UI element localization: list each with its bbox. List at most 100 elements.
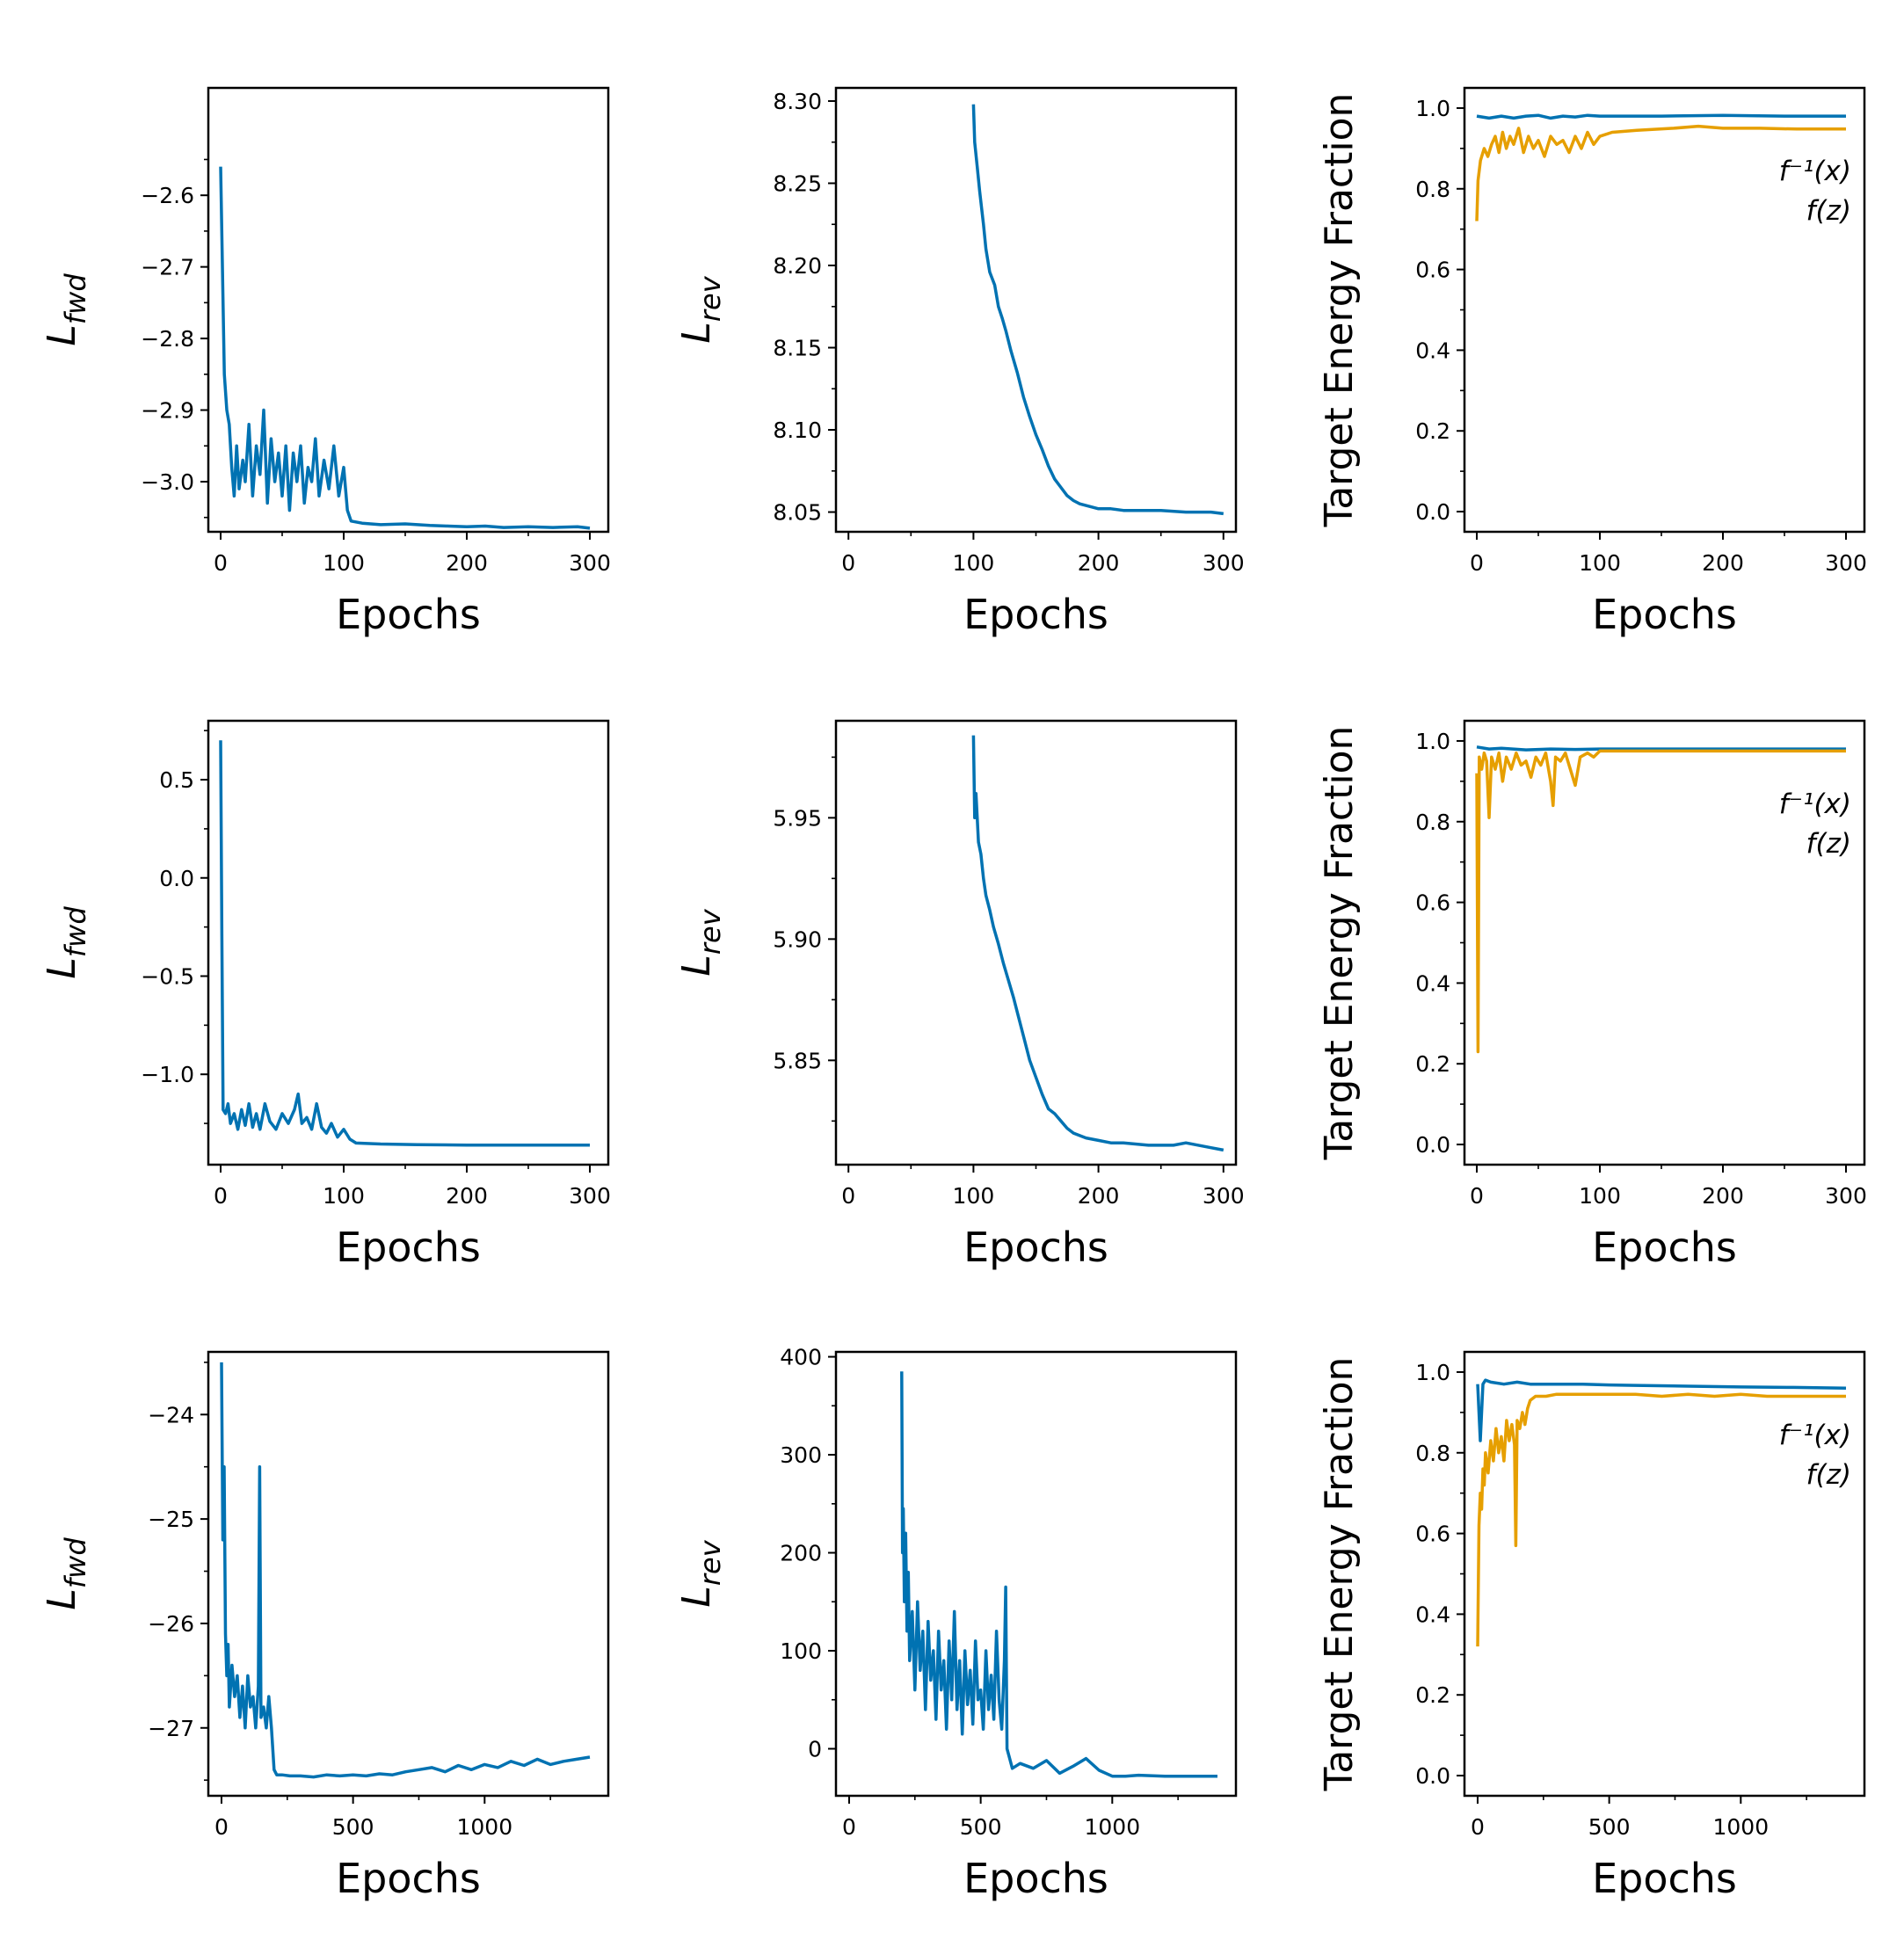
r1c2-xtick-label: 300	[1825, 1183, 1867, 1209]
r1c2-ytick-label: 0.0	[1415, 1132, 1450, 1158]
r1c2-xtick-label: 200	[1702, 1183, 1744, 1209]
r2c0-xtick-label: 500	[332, 1814, 374, 1840]
r2c1-ytick-label: 0	[808, 1736, 822, 1762]
r0c0-xlabel: Epochs	[336, 591, 481, 638]
r1c0-xtick-label: 0	[214, 1183, 228, 1209]
r1c1-ytick-label: 5.85	[773, 1048, 822, 1073]
r2c2-series-b-line	[1476, 1392, 1846, 1647]
r2c0-ylabel-main: L	[40, 1588, 84, 1610]
r1c1-series-a-line	[971, 735, 1225, 1152]
r2c0-ylabel-sub: fwd	[59, 1537, 92, 1588]
r2c1-xtick-label: 1000	[1084, 1814, 1140, 1840]
r1c0-axes-frame	[207, 719, 610, 1166]
r2c0-ytick-label: −24	[148, 1402, 194, 1427]
r1c0-xtick-label: 300	[569, 1183, 611, 1209]
r2c1-ytick-label: 200	[780, 1541, 822, 1566]
r0c1-axes-frame	[834, 86, 1238, 534]
r0c1-ytick-label: 8.15	[773, 336, 822, 361]
r0c0-ylabel-sub: fwd	[59, 273, 92, 324]
r0c1-xtick-label: 200	[1078, 550, 1120, 576]
subplot-r2c0: 0 500 1000 −24 −25 −26 −27 Epochs Lfwd	[40, 1350, 610, 1902]
r0c0-xtick-label: 100	[323, 550, 365, 576]
r2c0-series-a-line	[220, 1362, 591, 1779]
r2c0-xlabel: Epochs	[336, 1855, 481, 1902]
r0c2-ytick-label: 0.6	[1415, 258, 1450, 283]
r1c1-xtick-label: 0	[841, 1183, 855, 1209]
r1c1-axes-frame	[834, 719, 1238, 1166]
r1c0-xtick-label: 100	[323, 1183, 365, 1209]
r1c0-ylabel: Lfwd	[40, 906, 92, 979]
r2c2-ytick-label: 0.8	[1415, 1441, 1450, 1466]
subplot-r1c1: 0 100 200 300 5.95 5.90 5.85 Epochs Lrev	[674, 719, 1245, 1271]
r0c2-ytick-label: 0.0	[1415, 499, 1450, 525]
r1c0-xtick-label: 200	[446, 1183, 488, 1209]
r2c2-ytick-label: 0.0	[1415, 1763, 1450, 1789]
r0c1-ylabel: Lrev	[674, 275, 727, 343]
r0c0-xtick-label: 200	[446, 550, 488, 576]
r0c1-ylabel-sub: rev	[694, 275, 727, 322]
r0c1-ytick-label: 8.10	[773, 418, 822, 443]
r1c1-ytick-label: 5.90	[773, 926, 822, 952]
r2c2-xtick-label: 500	[1588, 1814, 1631, 1840]
r0c1-ytick-label: 8.20	[773, 253, 822, 279]
r1c0-ylabel-main: L	[40, 957, 84, 979]
r2c2-legend-finv: f⁻¹(x)	[1779, 1420, 1851, 1451]
r2c2-ytick-label: 0.4	[1415, 1602, 1450, 1627]
r1c2-series-b-line	[1475, 749, 1846, 1054]
r2c1-xlabel: Epochs	[963, 1855, 1108, 1902]
r2c1-series-a-line	[900, 1371, 1217, 1778]
r2c1-axes-frame	[834, 1350, 1238, 1798]
r2c0-xtick-label: 0	[214, 1814, 229, 1840]
r0c0-series-a-line	[219, 166, 591, 530]
r0c2-series-a-line	[1476, 113, 1846, 120]
r2c1-xtick-label: 0	[842, 1814, 856, 1840]
r0c2-ytick-label: 0.2	[1415, 418, 1450, 444]
r0c2-xtick-label: 0	[1470, 550, 1484, 576]
r1c0-series-a-line	[219, 740, 590, 1147]
r2c0-ylabel: Lfwd	[40, 1537, 92, 1610]
r2c2-ytick-label: 0.2	[1415, 1682, 1450, 1708]
r1c2-axes-frame	[1463, 719, 1866, 1166]
r2c2-ytick-label: 0.6	[1415, 1522, 1450, 1547]
r1c1-ylabel-main: L	[674, 955, 719, 977]
r2c1-ylabel-sub: rev	[694, 1539, 727, 1586]
r1c1-ylabel: Lrev	[674, 908, 727, 976]
r0c1-ytick-label: 8.25	[773, 171, 822, 196]
r1c1-ylabel-sub: rev	[694, 908, 727, 955]
r1c2-legend-f: f(z)	[1806, 828, 1851, 860]
r1c2-xlabel: Epochs	[1592, 1224, 1737, 1271]
r2c2-legend-f: f(z)	[1806, 1459, 1851, 1491]
r1c1-xtick-label: 200	[1078, 1183, 1120, 1209]
r0c1-series-a-line	[971, 104, 1225, 516]
r0c0-ylabel: Lfwd	[40, 273, 92, 346]
r0c2-xlabel: Epochs	[1592, 591, 1737, 638]
r0c2-ytick-label: 0.8	[1415, 177, 1450, 202]
r0c0-ytick-label: −3.0	[141, 469, 194, 495]
r1c2-xtick-label: 100	[1579, 1183, 1621, 1209]
r2c1-ytick-label: 300	[780, 1442, 822, 1468]
r0c1-ylabel-main: L	[674, 322, 719, 344]
subplot-r1c2: 0 100 200 300 0.0 0.2 0.4 0.6 0.8 1.0 Epochs Target…	[1317, 719, 1867, 1271]
r1c2-ytick-label: 0.6	[1415, 890, 1450, 916]
r2c1-ytick-label: 100	[780, 1638, 822, 1664]
r2c2-ytick-label: 1.0	[1415, 1360, 1450, 1385]
r1c1-xtick-label: 100	[953, 1183, 995, 1209]
r0c0-ytick-label: −2.9	[141, 398, 194, 424]
r1c1-ytick-label: 5.95	[773, 805, 822, 831]
r2c0-axes-frame	[207, 1350, 610, 1798]
r1c2-ytick-label: 1.0	[1415, 729, 1450, 754]
r0c0-ylabel-main: L	[40, 324, 84, 346]
r2c2-xtick-label: 1000	[1712, 1814, 1769, 1840]
r1c0-ytick-label: 0.0	[159, 866, 194, 891]
r0c0-xtick-label: 0	[214, 550, 228, 576]
subplot-r2c2: 0 500 1000 0.0 0.2 0.4 0.6 0.8 1.0 Epochs Target E…	[1317, 1350, 1866, 1902]
r2c0-ytick-label: −25	[148, 1507, 194, 1532]
r0c2-xtick-label: 100	[1579, 550, 1621, 576]
subplot-r0c2: 0 100 200 300 0.0 0.2 0.4 0.6 0.8 1.0 Epochs Target…	[1317, 86, 1867, 638]
r1c2-ytick-label: 0.2	[1415, 1051, 1450, 1077]
r0c2-xtick-label: 300	[1825, 550, 1867, 576]
r2c0-xtick-label: 1000	[456, 1814, 512, 1840]
subplot-r0c1: 0 100 200 300 8.30 8.25 8.20 8.15 8.10 8.05 Epochs…	[674, 86, 1245, 638]
r2c1-ytick-label: 400	[780, 1345, 822, 1370]
